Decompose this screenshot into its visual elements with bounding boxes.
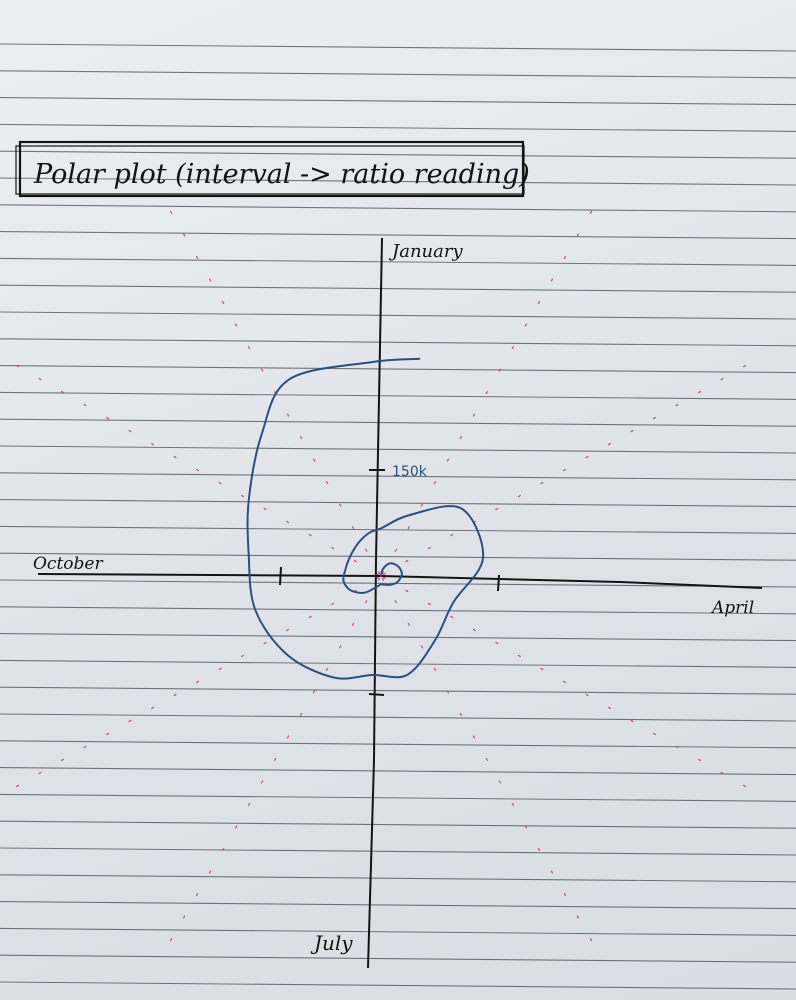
- ruled-line: [0, 793, 796, 802]
- vertical-axis: [367, 237, 383, 969]
- ruled-line: [0, 150, 796, 159]
- title-box: Polar plot (interval -> ratio reading): [15, 140, 530, 198]
- guide-spoke: [10, 576, 380, 791]
- tick-right: [497, 574, 500, 592]
- tick-bottom: [368, 693, 385, 696]
- ruled-line: [0, 606, 796, 615]
- ruled-line: [0, 927, 796, 936]
- ruled-line: [0, 43, 796, 52]
- chart-title: Polar plot (interval -> ratio reading): [33, 159, 530, 190]
- ruled-line: [0, 472, 796, 481]
- ruled-line: [0, 123, 796, 132]
- ruled-line: [0, 231, 796, 240]
- ruled-line: [0, 177, 796, 186]
- ruled-line: [0, 686, 796, 695]
- ruled-line: [0, 70, 796, 79]
- ruled-line: [0, 204, 796, 213]
- ruled-line: [0, 767, 796, 776]
- title-box-outer: [18, 140, 525, 198]
- ruled-line: [0, 311, 796, 320]
- tick-left: [279, 566, 282, 586]
- ruled-line: [0, 633, 796, 642]
- guide-spoke: [166, 577, 381, 947]
- ruled-line: [0, 901, 796, 910]
- ruled-line: [0, 552, 796, 561]
- ruled-line: [0, 445, 796, 454]
- ruled-lines: [0, 43, 796, 990]
- label-top: January: [388, 241, 463, 262]
- ruled-line: [0, 365, 796, 374]
- ruled-line: [0, 713, 796, 722]
- ruled-line: [0, 499, 796, 508]
- horizontal-axis: [37, 573, 763, 589]
- ruled-line: [0, 874, 796, 883]
- series-group: [246, 357, 485, 680]
- ruled-line: [0, 740, 796, 749]
- label-bottom: July: [310, 931, 353, 955]
- ruled-line: [0, 847, 796, 856]
- ruled-line: [0, 284, 796, 293]
- ruled-line: [0, 659, 796, 668]
- label-right: April: [710, 598, 754, 618]
- guide-spoke: [381, 577, 596, 947]
- title-box-inner: [15, 145, 525, 195]
- ruled-line: [0, 820, 796, 829]
- label-left: October: [33, 554, 103, 574]
- guide-spoke: [382, 361, 752, 576]
- ruled-line: [0, 981, 796, 990]
- ruled-line: [0, 418, 796, 427]
- series-line: [246, 357, 485, 680]
- ruled-line: [0, 954, 796, 963]
- ruled-line: [0, 391, 796, 400]
- ruled-line: [0, 97, 796, 106]
- ruled-line: [0, 338, 796, 347]
- ruled-line: [0, 257, 796, 266]
- radial-tick-label: 150k: [392, 464, 428, 480]
- ruled-line: [0, 579, 796, 588]
- axes: [37, 237, 763, 969]
- guide-spoke: [382, 576, 752, 791]
- ruled-line: [0, 525, 796, 534]
